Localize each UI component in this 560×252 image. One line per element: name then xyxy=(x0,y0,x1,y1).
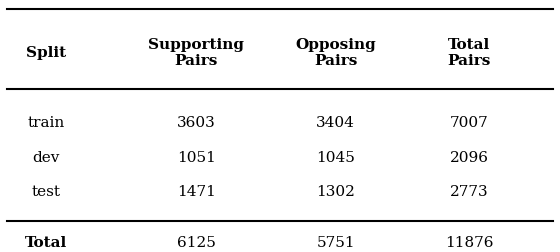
Text: 5751: 5751 xyxy=(316,236,355,250)
Text: 1302: 1302 xyxy=(316,185,355,199)
Text: 6125: 6125 xyxy=(177,236,216,250)
Text: 2096: 2096 xyxy=(450,151,489,165)
Text: Total: Total xyxy=(25,236,67,250)
Text: 11876: 11876 xyxy=(445,236,494,250)
Text: 1471: 1471 xyxy=(177,185,216,199)
Text: 1051: 1051 xyxy=(177,151,216,165)
Text: 3603: 3603 xyxy=(177,116,216,131)
Text: 2773: 2773 xyxy=(450,185,489,199)
Text: Split: Split xyxy=(26,46,66,60)
Text: Opposing
Pairs: Opposing Pairs xyxy=(295,38,376,68)
Text: 3404: 3404 xyxy=(316,116,355,131)
Text: train: train xyxy=(27,116,64,131)
Text: 7007: 7007 xyxy=(450,116,489,131)
Text: Total
Pairs: Total Pairs xyxy=(448,38,491,68)
Text: test: test xyxy=(31,185,60,199)
Text: Supporting
Pairs: Supporting Pairs xyxy=(148,38,244,68)
Text: 1045: 1045 xyxy=(316,151,355,165)
Text: dev: dev xyxy=(32,151,60,165)
